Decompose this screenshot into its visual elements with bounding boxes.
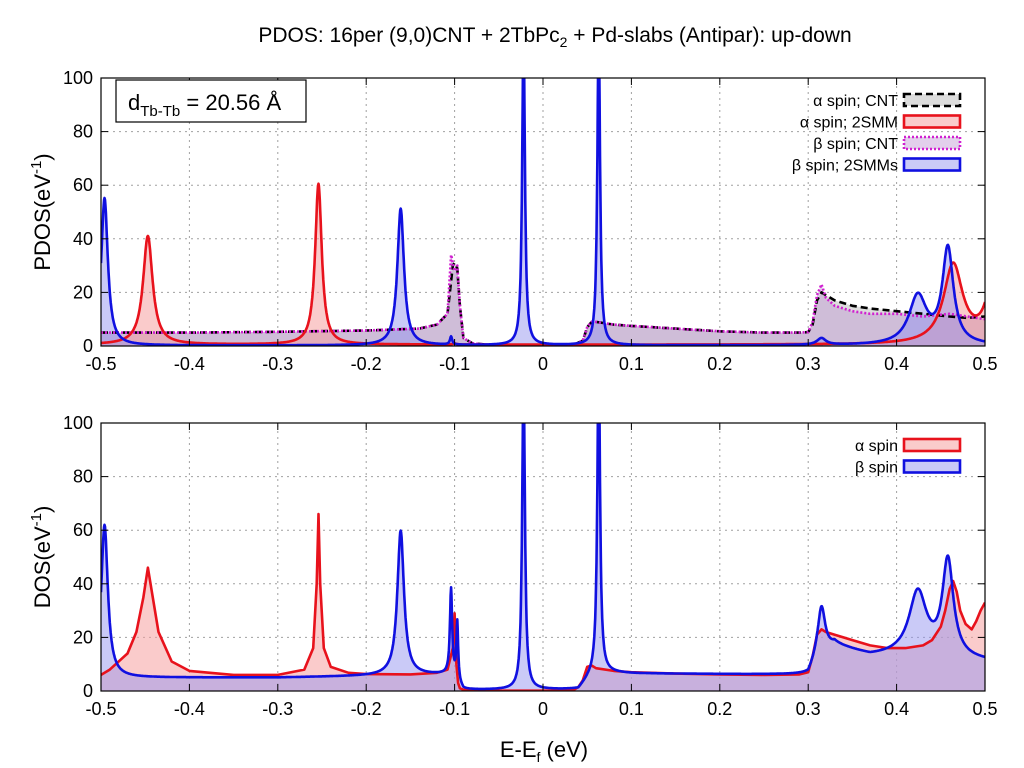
x-tick-label: -0.2	[351, 354, 382, 374]
y-tick-label: 60	[73, 520, 93, 540]
legend-label: β spin	[855, 460, 898, 477]
legend-label: β spin; CNT	[813, 136, 898, 153]
top-grid	[101, 78, 985, 346]
x-tick-label: -0.5	[85, 699, 116, 719]
x-tick-label: -0.1	[439, 354, 470, 374]
bottom-plot-area	[101, 423, 985, 691]
y-tick-label: 80	[73, 122, 93, 142]
x-tick-label: -0.4	[174, 354, 205, 374]
x-tick-label: -0.4	[174, 699, 205, 719]
x-tick-label: 0.1	[619, 354, 644, 374]
x-tick-label: -0.3	[262, 699, 293, 719]
annotation-box: dTb-Tb = 20.56 Å	[115, 79, 307, 123]
legend-swatch	[902, 114, 962, 129]
y-tick-label: 100	[63, 68, 93, 88]
x-tick-label: 0	[538, 699, 548, 719]
y-tick-label: 40	[73, 229, 93, 249]
series-line-1	[101, 423, 985, 691]
chart-title: PDOS: 16per (9,0)CNT + 2TbPc2 + Pd-slabs…	[258, 24, 851, 50]
x-tick-label: 0.5	[972, 354, 997, 374]
x-tick-label: 0.2	[707, 354, 732, 374]
x-tick-label: -0.5	[85, 354, 116, 374]
y-tick-label: 0	[83, 681, 93, 701]
bottom-grid	[101, 423, 985, 691]
y-tick-label: 40	[73, 574, 93, 594]
top-legend: α spin; CNT α spin; 2SMM β spin; CNT β spin…	[792, 92, 962, 175]
bottom-legend: α spin β spin	[855, 437, 962, 477]
x-tick-label: 0.4	[884, 699, 909, 719]
x-tick-label: 0.2	[707, 699, 732, 719]
bottom-ylabel: DOS(eV-1)	[28, 506, 55, 609]
series-fill-0	[101, 514, 985, 691]
y-tick-label: 60	[73, 175, 93, 195]
legend-label: α spin; 2SMM	[800, 115, 898, 132]
x-tick-label: 0.5	[972, 699, 997, 719]
legend-label: α spin	[855, 438, 898, 455]
legend-swatch	[902, 92, 962, 108]
y-tick-label: 100	[63, 413, 93, 433]
top-ylabel: PDOS(eV-1)	[28, 153, 55, 270]
legend-swatch	[902, 437, 962, 453]
legend-swatch	[902, 135, 962, 151]
bottom-xlabel: E-Ef (eV)	[500, 737, 588, 765]
series-line-2	[101, 253, 985, 346]
y-tick-label: 20	[73, 282, 93, 302]
legend-label: α spin; CNT	[813, 93, 898, 110]
y-tick-label: 20	[73, 627, 93, 647]
series-fill-1	[101, 183, 985, 346]
x-tick-label: 0.3	[796, 354, 821, 374]
annotation-text: dTb-Tb = 20.56 Å	[128, 90, 282, 120]
x-tick-label: 0.3	[796, 699, 821, 719]
y-tick-label: 80	[73, 467, 93, 487]
x-tick-label: -0.3	[262, 354, 293, 374]
bottom-panel: -0.5 -0.4 -0.3 -0.2 -0.1 0 0.1 0.2 0.3 0.4 0.5 0 20 4…	[63, 413, 998, 719]
series-line-0	[101, 261, 985, 346]
series-fill-1	[101, 423, 985, 691]
legend-label: β spin; 2SMMs	[792, 158, 898, 175]
legend-swatch	[902, 157, 962, 172]
x-tick-label: 0	[538, 354, 548, 374]
x-tick-label: 0.4	[884, 354, 909, 374]
y-tick-label: 0	[83, 336, 93, 356]
x-tick-label: 0.1	[619, 699, 644, 719]
x-tick-label: -0.2	[351, 699, 382, 719]
legend-swatch	[902, 459, 962, 474]
x-tick-label: -0.1	[439, 699, 470, 719]
top-panel: -0.5 -0.4 -0.3 -0.2 -0.1 0 0.1 0.2 0.3 0.4 0.5 0 20 4…	[63, 68, 998, 374]
